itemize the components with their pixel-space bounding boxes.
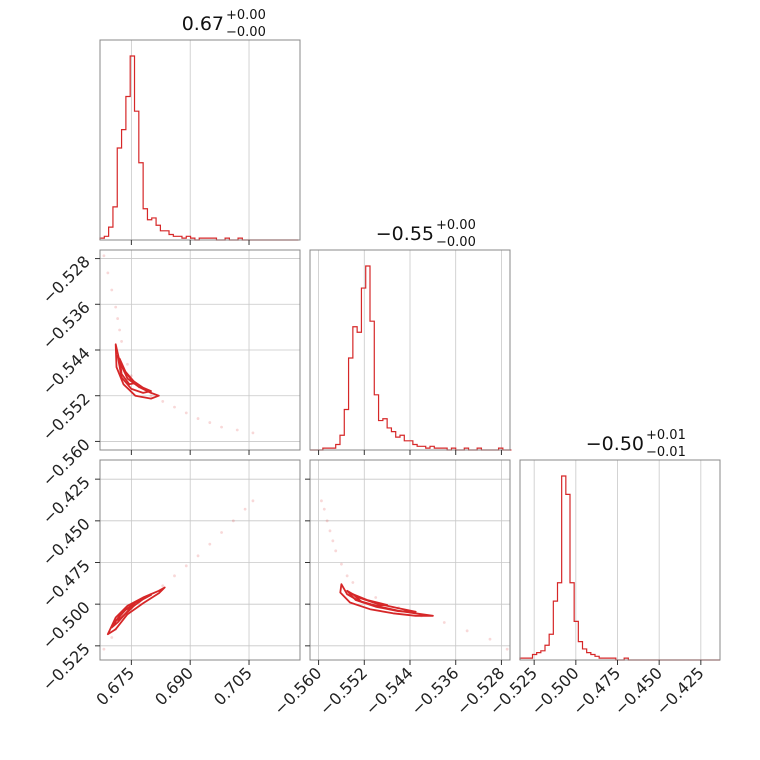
sample-point (173, 574, 176, 578)
sample-point (196, 417, 200, 420)
sample-point (161, 400, 165, 403)
sample-point (505, 647, 509, 651)
sample-point (110, 636, 114, 639)
sample-point (208, 542, 212, 546)
x-tick-label: −0.552 (316, 663, 371, 718)
sample-point (340, 562, 343, 566)
param-lower-error-3: −0.01 (646, 445, 686, 460)
histogram-1 (99, 55, 299, 241)
param-title-1: 0.67 (182, 13, 224, 35)
contour-level-1 (106, 586, 166, 636)
sample-point (161, 584, 165, 588)
sample-point (184, 564, 188, 568)
sample-point (110, 288, 114, 292)
sample-point (120, 340, 123, 343)
sample-point (149, 394, 153, 398)
contour-level-3 (114, 603, 137, 622)
x-tick-label: 0.690 (151, 663, 197, 709)
histogram-2 (310, 265, 512, 451)
diagonal-panel-3 (519, 459, 721, 661)
panel-3-1 (99, 459, 301, 661)
sample-point (251, 499, 255, 503)
param-upper-error-1: +0.00 (226, 8, 266, 23)
sample-point (251, 431, 255, 435)
sample-point (243, 507, 247, 511)
x-tick-label: 0.675 (92, 663, 138, 709)
param-lower-error-1: −0.00 (226, 25, 266, 40)
y-tick-label: −0.528 (39, 252, 94, 307)
y-tick-label: −0.552 (39, 389, 94, 444)
sample-point (102, 647, 106, 651)
sample-point (322, 507, 326, 511)
sample-point (320, 499, 323, 503)
contour-level-1 (339, 583, 434, 617)
param-upper-error-3: +0.01 (646, 428, 686, 443)
histogram-3 (519, 475, 720, 661)
sample-point (126, 362, 129, 366)
param-lower-error-2: −0.00 (436, 235, 476, 250)
x-tick-label: −0.544 (362, 663, 417, 718)
sample-point (184, 411, 188, 415)
sample-point (235, 428, 239, 432)
x-tick-label: 0.705 (210, 663, 256, 709)
sample-point (465, 629, 469, 633)
sample-point (351, 581, 355, 584)
sample-point (328, 529, 332, 533)
sample-point (118, 328, 122, 332)
sample-point (334, 549, 338, 553)
sample-point (220, 425, 223, 429)
sample-point (196, 554, 200, 558)
sample-point (488, 637, 492, 641)
y-tick-label: −0.544 (39, 343, 94, 398)
x-tick-label: −0.536 (407, 663, 462, 718)
sample-point (116, 317, 120, 320)
contour-level-3 (351, 593, 389, 607)
sample-point (106, 271, 110, 275)
sample-point (220, 531, 223, 534)
sample-point (331, 539, 335, 543)
contour-level-2 (346, 589, 417, 613)
sample-point (102, 254, 106, 258)
y-tick-label: −0.536 (39, 298, 94, 353)
param-upper-error-2: +0.00 (436, 218, 476, 233)
sample-point (442, 621, 446, 624)
sample-point (374, 596, 378, 599)
sample-point (173, 405, 176, 409)
param-title-3: −0.50 (586, 433, 644, 455)
sample-point (114, 305, 118, 309)
sample-point (231, 519, 235, 523)
x-tick-label: −0.560 (270, 663, 325, 718)
sample-point (208, 421, 212, 424)
contour-level-3 (118, 357, 137, 386)
sample-point (345, 574, 349, 578)
sample-point (325, 519, 329, 523)
diagonal-panel-1 (99, 39, 301, 241)
param-title-2: −0.55 (376, 223, 434, 245)
